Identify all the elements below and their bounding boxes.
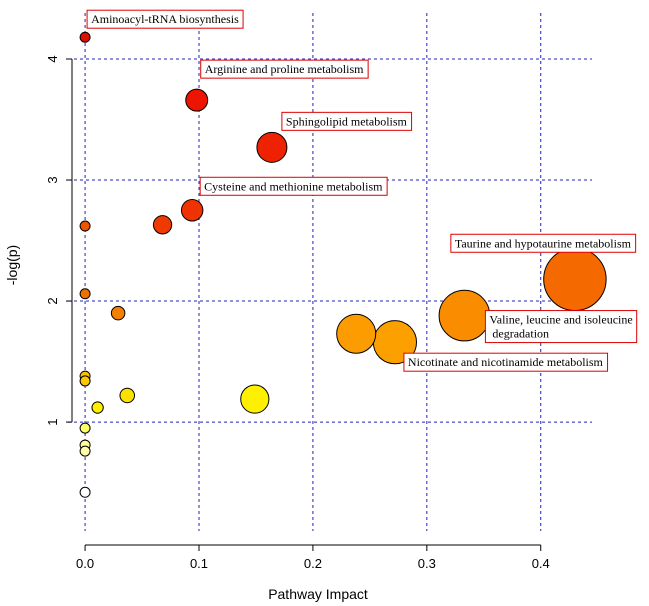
annotation-text: Sphingolipid metabolism xyxy=(286,114,408,128)
axes: 0.0 0.1 0.2 0.3 0.4 1 2 3 4 xyxy=(45,55,550,571)
annotation-box xyxy=(200,59,369,79)
annotation-text: Taurine and hypotaurine metabolism xyxy=(455,236,632,250)
annotation-box xyxy=(281,111,413,131)
data-point xyxy=(240,384,270,414)
annotation-text: Aminoacyl-tRNA biosynthesis xyxy=(91,12,239,26)
data-points xyxy=(79,31,607,498)
annotation-box xyxy=(199,176,388,196)
grid-lines xyxy=(68,13,592,531)
annotation-box xyxy=(403,352,609,372)
data-point xyxy=(336,313,377,354)
x-tick-label: 0.1 xyxy=(190,556,208,571)
x-tick-label: 0.4 xyxy=(532,556,550,571)
y-tick-label: 2 xyxy=(45,297,60,304)
x-tick-label: 0.0 xyxy=(76,556,94,571)
annotation-labels: Aminoacyl-tRNA biosynthesis Arginine and … xyxy=(86,9,638,372)
data-point xyxy=(79,220,91,232)
annotation-text: Arginine and proline metabolism xyxy=(205,62,364,76)
data-point xyxy=(79,375,91,387)
x-axis-title: Pathway Impact xyxy=(268,586,368,602)
annotation-text: Valine, leucine and isoleucine degradati… xyxy=(489,313,632,341)
data-point xyxy=(79,422,91,434)
annotation-line: Valine, leucine and isoleucine xyxy=(489,313,632,327)
y-axis-title: -log(p) xyxy=(4,245,20,285)
annotation-label: Taurine and hypotaurine metabolism xyxy=(450,233,637,253)
annotation-line: Cysteine and methionine metabolism xyxy=(204,179,383,193)
annotation-line: Taurine and hypotaurine metabolism xyxy=(455,236,632,250)
x-tick-label: 0.3 xyxy=(418,556,436,571)
data-point xyxy=(180,199,204,222)
data-point xyxy=(438,289,491,342)
annotation-label: Sphingolipid metabolism xyxy=(281,111,413,131)
y-tick-label: 1 xyxy=(45,418,60,425)
annotation-text: Cysteine and methionine metabolism xyxy=(204,179,383,193)
annotation-line: Sphingolipid metabolism xyxy=(286,114,408,128)
y-tick-label: 3 xyxy=(45,176,60,183)
annotation-label: Nicotinate and nicotinamide metabolism xyxy=(403,352,609,372)
data-point xyxy=(79,486,91,498)
data-point xyxy=(79,288,91,300)
annotation-label: Aminoacyl-tRNA biosynthesis xyxy=(86,9,244,29)
data-point xyxy=(152,215,173,235)
annotation-label: Arginine and proline metabolism xyxy=(200,59,369,79)
annotation-line: degradation xyxy=(489,327,549,341)
annotation-line: Arginine and proline metabolism xyxy=(205,62,364,76)
annotation-box xyxy=(450,233,637,253)
x-tick-label: 0.2 xyxy=(304,556,322,571)
annotation-box xyxy=(484,310,638,344)
annotation-line: Aminoacyl-tRNA biosynthesis xyxy=(91,12,239,26)
annotation-label: Cysteine and methionine metabolism xyxy=(199,176,388,196)
data-point xyxy=(119,387,135,404)
data-point xyxy=(543,247,607,311)
annotation-line: Nicotinate and nicotinamide metabolism xyxy=(408,355,604,369)
data-point xyxy=(185,88,209,112)
data-point xyxy=(256,131,288,163)
data-point xyxy=(91,401,104,414)
data-point xyxy=(79,445,91,457)
data-point xyxy=(79,31,91,43)
annotation-label: Valine, leucine and isoleucine degradati… xyxy=(484,310,638,344)
annotation-box xyxy=(86,9,244,29)
data-point xyxy=(110,305,126,321)
y-tick-label: 4 xyxy=(45,55,60,62)
annotation-text: Nicotinate and nicotinamide metabolism xyxy=(408,355,604,369)
